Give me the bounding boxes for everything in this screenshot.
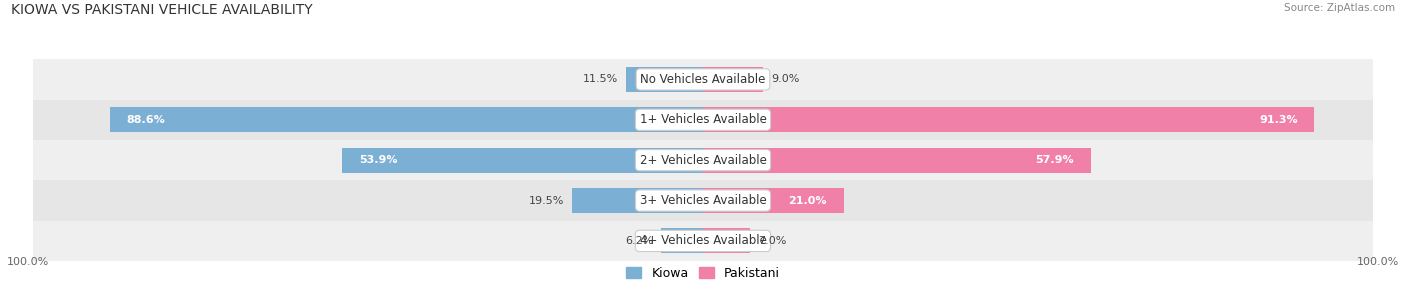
- Text: 57.9%: 57.9%: [1035, 155, 1074, 165]
- Text: 100.0%: 100.0%: [7, 257, 49, 267]
- Bar: [703, 148, 1091, 173]
- Text: 1+ Vehicles Available: 1+ Vehicles Available: [640, 113, 766, 126]
- Bar: [34, 180, 1372, 221]
- Legend: Kiowa, Pakistani: Kiowa, Pakistani: [627, 267, 779, 280]
- Bar: [110, 107, 703, 132]
- Bar: [703, 229, 749, 253]
- Text: No Vehicles Available: No Vehicles Available: [640, 73, 766, 86]
- Text: 2+ Vehicles Available: 2+ Vehicles Available: [640, 154, 766, 167]
- Text: 91.3%: 91.3%: [1258, 115, 1298, 125]
- Bar: [34, 221, 1372, 261]
- Text: 4+ Vehicles Available: 4+ Vehicles Available: [640, 235, 766, 247]
- Bar: [703, 107, 1315, 132]
- Bar: [34, 140, 1372, 180]
- Text: 3+ Vehicles Available: 3+ Vehicles Available: [640, 194, 766, 207]
- Text: 21.0%: 21.0%: [789, 196, 827, 206]
- Text: 9.0%: 9.0%: [772, 74, 800, 84]
- Bar: [34, 100, 1372, 140]
- Bar: [703, 188, 844, 213]
- Text: Source: ZipAtlas.com: Source: ZipAtlas.com: [1284, 3, 1395, 13]
- Bar: [661, 229, 703, 253]
- Bar: [703, 67, 763, 92]
- Text: 53.9%: 53.9%: [359, 155, 398, 165]
- Text: 11.5%: 11.5%: [582, 74, 619, 84]
- Text: 19.5%: 19.5%: [529, 196, 564, 206]
- Text: KIOWA VS PAKISTANI VEHICLE AVAILABILITY: KIOWA VS PAKISTANI VEHICLE AVAILABILITY: [11, 3, 314, 17]
- Text: 6.2%: 6.2%: [626, 236, 654, 246]
- Text: 7.0%: 7.0%: [758, 236, 786, 246]
- Bar: [34, 59, 1372, 100]
- Text: 88.6%: 88.6%: [127, 115, 166, 125]
- Bar: [572, 188, 703, 213]
- Text: 100.0%: 100.0%: [1357, 257, 1399, 267]
- Bar: [626, 67, 703, 92]
- Bar: [342, 148, 703, 173]
